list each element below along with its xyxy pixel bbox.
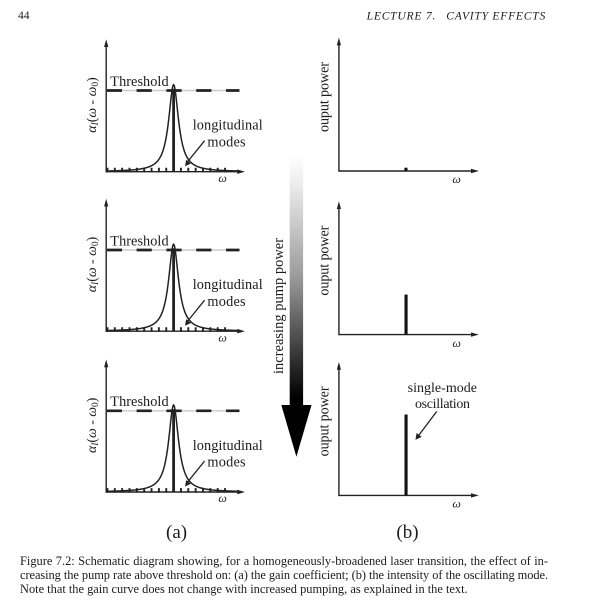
svg-text:increasing pump power: increasing pump power xyxy=(271,238,287,374)
svg-text:LECTURE 7. CAVITY EFFECTS: LECTURE 7. CAVITY EFFECTS xyxy=(366,10,546,23)
svg-text:oscillation: oscillation xyxy=(415,397,470,412)
svg-text:(a): (a) xyxy=(166,522,187,543)
svg-text:(b): (b) xyxy=(396,522,418,543)
svg-text:44: 44 xyxy=(18,10,30,22)
svg-text:single-mode: single-mode xyxy=(408,381,477,396)
